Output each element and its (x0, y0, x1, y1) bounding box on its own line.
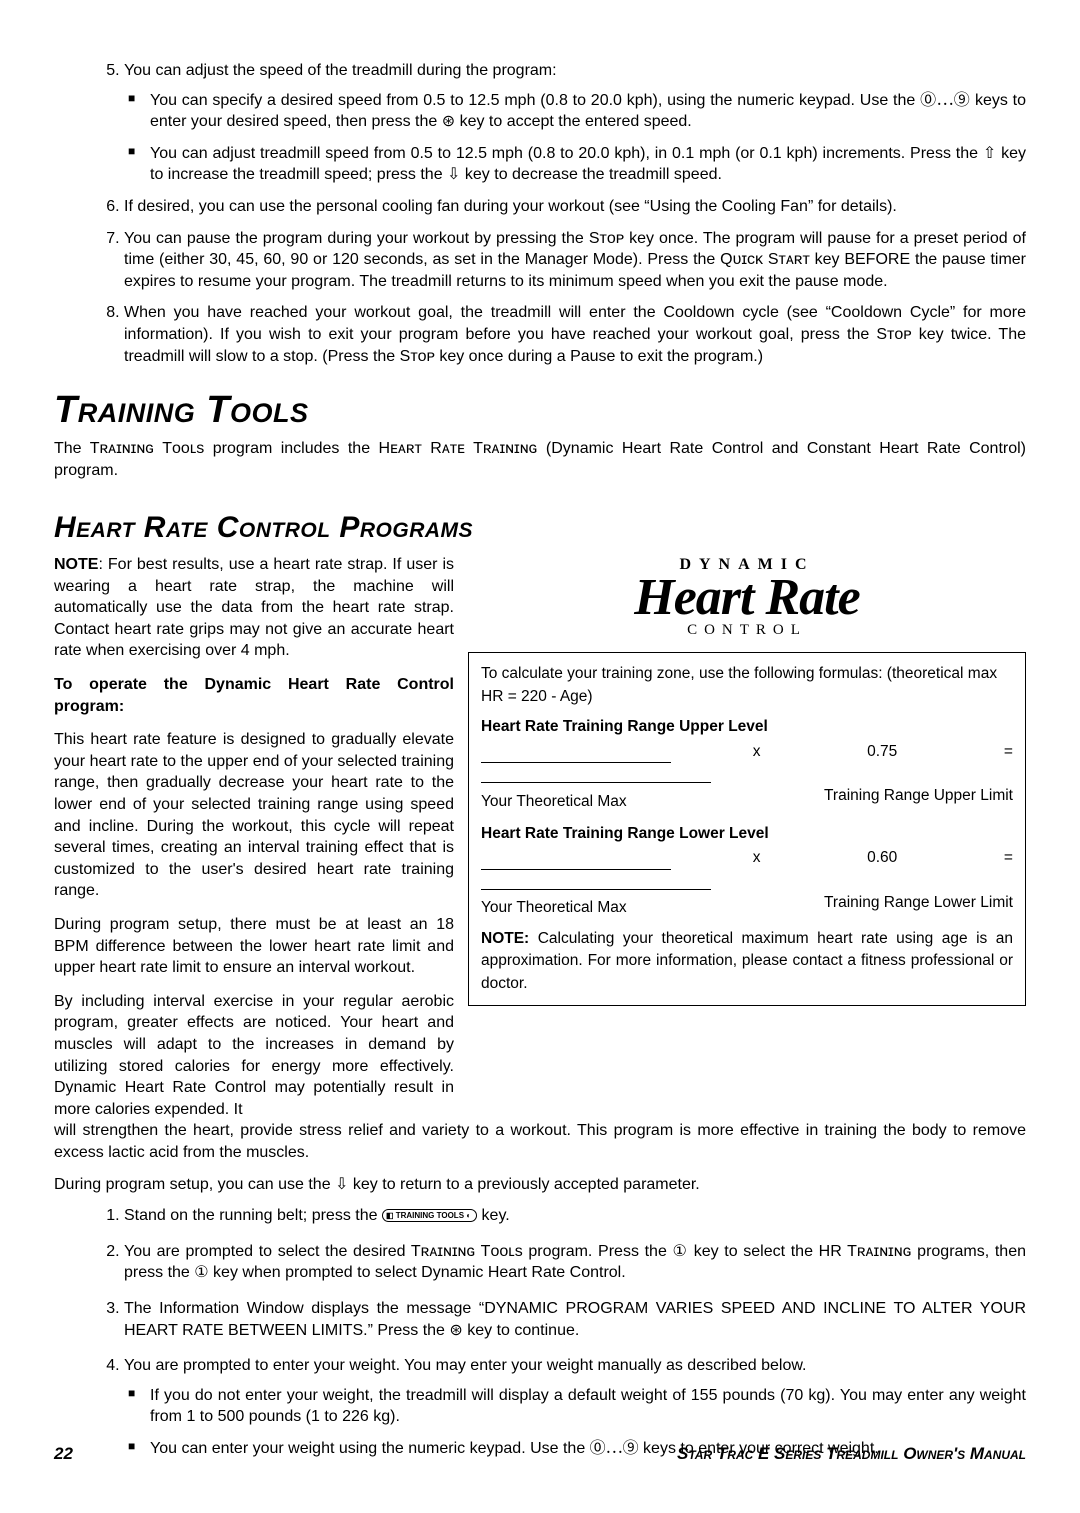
multiply-symbol: x (753, 847, 761, 869)
formula-box: To calculate your training zone, use the… (468, 652, 1026, 1006)
blank-input-line (481, 765, 711, 783)
training-tools-key-icon: ◧ TRAINING TOOLS ◐ (382, 1209, 477, 1222)
upper-limit-label: Training Range Upper Limit (824, 765, 1013, 807)
sub-list-item: You can specify a desired speed from 0.5… (150, 90, 1026, 133)
list-item: Stand on the running belt; press the ◧ T… (124, 1205, 1026, 1227)
page-footer: 22 Star Trac E Series Treadmill Owner's … (54, 1443, 1026, 1466)
blank-input-line (481, 745, 671, 763)
formula-intro: To calculate your training zone, use the… (481, 663, 1013, 708)
your-theoretical-max-label: Your Theoretical Max (481, 793, 627, 810)
list-item-text: You can adjust the speed of the treadmil… (124, 62, 557, 79)
sub-list-item: You can adjust treadmill speed from 0.5 … (150, 143, 1026, 186)
equals-symbol: = (1004, 847, 1013, 869)
step1-pre: Stand on the running belt; press the (124, 1207, 382, 1224)
setup-paragraph: During program setup, you can use the ⇩ … (54, 1174, 1026, 1196)
note-text: : For best results, use a heart rate str… (54, 556, 454, 659)
lower-labels-row: Your Theoretical Max Training Range Lowe… (481, 872, 1013, 920)
left-column: NOTE: For best results, use a heart rate… (54, 554, 454, 1120)
step1-post: key. (477, 1207, 510, 1224)
blank-input-line (481, 872, 711, 890)
instruction-list-top: You can adjust the speed of the treadmil… (54, 60, 1026, 367)
blank-input-line (481, 852, 671, 870)
heading-training-tools: Training Tools (54, 385, 1026, 436)
list-item: When you have reached your workout goal,… (124, 302, 1026, 367)
formula-note: NOTE: Calculating your theoretical maxim… (481, 928, 1013, 995)
feature-description: This heart rate feature is designed to g… (54, 729, 454, 902)
operate-heading-text: To operate the Dynamic Heart Rate Contro… (54, 676, 454, 715)
manual-page: You can adjust the speed of the treadmil… (0, 0, 1080, 1513)
intro-paragraph: The Tʀᴀɪɴɪɴɢ Tᴏᴏʟs program includes the … (54, 438, 1026, 481)
heading-heart-rate-control: Heart Rate Control Programs (54, 508, 1026, 549)
upper-factor: 0.75 (842, 741, 922, 763)
list-item: If desired, you can use the personal coo… (124, 196, 1026, 218)
list-item: You can pause the program during your wo… (124, 228, 1026, 293)
note-paragraph: NOTE: For best results, use a heart rate… (54, 554, 454, 662)
dynamic-heart-rate-logo: DYNAMIC Heart Rate CONTROL (468, 554, 1026, 640)
footer-title: Star Trac E Series Treadmill Owner's Man… (677, 1443, 1026, 1466)
equals-symbol: = (1004, 741, 1013, 763)
upper-level-label: Heart Rate Training Range Upper Level (481, 718, 768, 735)
continued-paragraph: will strengthen the heart, provide stres… (54, 1120, 1026, 1163)
operate-heading: To operate the Dynamic Heart Rate Contro… (54, 674, 454, 717)
lower-formula-row: x 0.60 = (481, 847, 1013, 869)
upper-labels-row: Your Theoretical Max Training Range Uppe… (481, 765, 1013, 813)
bpm-difference-note: During program setup, there must be at l… (54, 914, 454, 979)
lower-factor: 0.60 (842, 847, 922, 869)
multiply-symbol: x (753, 741, 761, 763)
page-number: 22 (54, 1443, 73, 1466)
lower-limit-label: Training Range Lower Limit (824, 872, 1013, 914)
lower-level-label: Heart Rate Training Range Lower Level (481, 825, 769, 842)
formula-note-text: Calculating your theoretical maximum hea… (481, 930, 1013, 992)
upper-formula-row: x 0.75 = (481, 741, 1013, 763)
your-theoretical-max-label: Your Theoretical Max (481, 899, 627, 916)
note-label: NOTE (54, 556, 98, 573)
list-item: You are prompted to select the desired T… (124, 1241, 1026, 1284)
two-column-region: NOTE: For best results, use a heart rate… (54, 554, 1026, 1120)
formula-note-label: NOTE: (481, 930, 529, 947)
interval-benefit: By including interval exercise in your r… (54, 991, 454, 1121)
list-item: The Information Window displays the mess… (124, 1298, 1026, 1341)
list-item: You can adjust the speed of the treadmil… (124, 60, 1026, 186)
right-column: DYNAMIC Heart Rate CONTROL To calculate … (468, 554, 1026, 1120)
list-item-text: You are prompted to enter your weight. Y… (124, 1357, 806, 1374)
sub-list-item: If you do not enter your weight, the tre… (150, 1385, 1026, 1428)
logo-main-text: Heart Rate (468, 576, 1026, 620)
instruction-list-bottom: Stand on the running belt; press the ◧ T… (54, 1205, 1026, 1459)
logo-bottom-text: CONTROL (468, 620, 1026, 640)
